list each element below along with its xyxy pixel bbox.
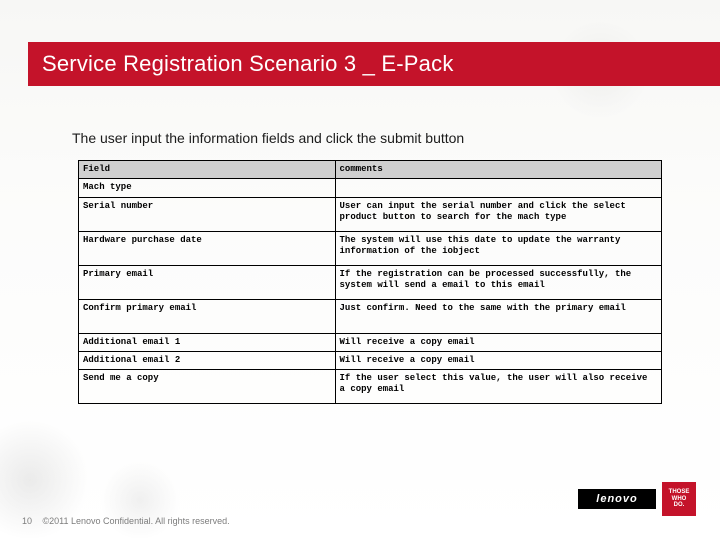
badge-line-3: DO. — [674, 502, 685, 509]
logo-zone: lenovo THOSE WHO DO. — [578, 482, 696, 516]
page-number: 10 — [22, 516, 32, 526]
cell-comments: Just confirm. Need to the same with the … — [335, 299, 661, 333]
slide-subtitle: The user input the information fields an… — [72, 130, 464, 146]
cell-comments — [335, 179, 661, 197]
cell-field: Primary email — [79, 265, 336, 299]
badge-line-1: THOSE — [669, 489, 690, 496]
table-row: Send me a copyIf the user select this va… — [79, 370, 662, 404]
cell-field: Hardware purchase date — [79, 231, 336, 265]
footer: 10 ©2011 Lenovo Confidential. All rights… — [22, 516, 230, 526]
table-header-row: Field comments — [79, 161, 662, 179]
cell-field: Mach type — [79, 179, 336, 197]
lenovo-logo: lenovo — [578, 489, 656, 509]
badge-line-2: WHO — [672, 496, 687, 503]
table-row: Confirm primary emailJust confirm. Need … — [79, 299, 662, 333]
brand-badge: THOSE WHO DO. — [662, 482, 696, 516]
cell-field: Additional email 1 — [79, 333, 336, 351]
table-row: Additional email 1Will receive a copy em… — [79, 333, 662, 351]
table-body: Mach typeSerial numberUser can input the… — [79, 179, 662, 404]
cell-comments: Will receive a copy email — [335, 333, 661, 351]
cell-comments: If the user select this value, the user … — [335, 370, 661, 404]
table-row: Primary emailIf the registration can be … — [79, 265, 662, 299]
slide-title: Service Registration Scenario 3 _ E-Pack — [42, 51, 454, 77]
cell-comments: The system will use this date to update … — [335, 231, 661, 265]
table-row: Additional email 2Will receive a copy em… — [79, 351, 662, 369]
table-row: Serial numberUser can input the serial n… — [79, 197, 662, 231]
cell-field: Confirm primary email — [79, 299, 336, 333]
cell-field: Send me a copy — [79, 370, 336, 404]
title-bar: Service Registration Scenario 3 _ E-Pack — [28, 42, 720, 86]
cell-comments: If the registration can be processed suc… — [335, 265, 661, 299]
copyright-text: ©2011 Lenovo Confidential. All rights re… — [43, 516, 230, 526]
table-row: Hardware purchase dateThe system will us… — [79, 231, 662, 265]
cell-field: Serial number — [79, 197, 336, 231]
cell-comments: User can input the serial number and cli… — [335, 197, 661, 231]
table-header-comments: comments — [335, 161, 661, 179]
slide: Service Registration Scenario 3 _ E-Pack… — [0, 0, 720, 540]
fields-table: Field comments Mach typeSerial numberUse… — [78, 160, 662, 404]
cell-field: Additional email 2 — [79, 351, 336, 369]
table-row: Mach type — [79, 179, 662, 197]
cell-comments: Will receive a copy email — [335, 351, 661, 369]
table-header-field: Field — [79, 161, 336, 179]
